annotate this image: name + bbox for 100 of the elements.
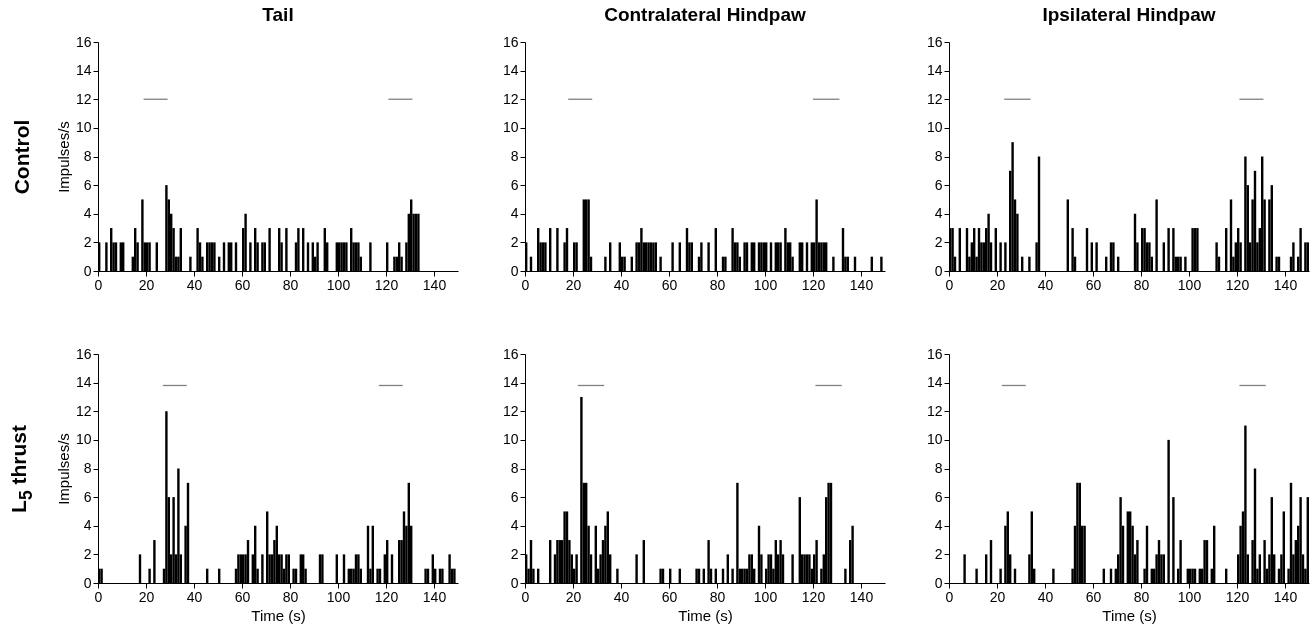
x-tick-label: 40 [186,276,203,293]
text: Control [10,119,34,194]
y-tick-label: 16 [75,345,92,362]
y-tick-label: 4 [510,205,519,222]
x-tick-label: 80 [709,588,726,605]
y-tick-label: 12 [926,90,943,107]
y-tick-label: 8 [934,148,943,164]
y-tick-label: 16 [926,33,943,50]
x-tick-label: 40 [613,276,630,293]
x-tick-label: 60 [1085,588,1102,605]
x-tick-label: 0 [94,588,103,605]
y-tick-label: 6 [510,488,519,505]
x-tick-label: 20 [989,276,1006,293]
x-tick-label: 100 [1177,276,1202,293]
x-tick-label: 0 [94,276,103,293]
y-axis-title: Impulses/s [54,433,72,505]
y-tick-label: 6 [934,488,943,505]
x-tick-label: 140 [1273,588,1298,605]
y-tick-label: 14 [926,62,943,79]
x-tick-label: 140 [1273,276,1298,293]
y-tick-label: 6 [83,176,92,193]
y-tick-label: 10 [502,431,519,448]
x-tick-label: 0 [521,588,530,605]
x-tick-label: 120 [374,276,399,293]
x-tick-label: 80 [282,276,299,293]
y-tick-label: 10 [75,119,92,136]
x-tick-label: 120 [801,276,826,293]
x-tick-label: 0 [945,276,954,293]
y-tick-label: 16 [926,345,943,362]
x-tick-label: 80 [709,276,726,293]
x-tick-label: 140 [849,588,874,605]
y-axis-title: Impulses/s [54,121,72,193]
y-tick-label: 2 [83,545,92,562]
y-tick-label: 4 [934,205,943,222]
y-tick-label: 12 [502,402,519,419]
chart-title: Ipsilateral Hindpaw [1042,4,1216,25]
x-tick-label: 140 [849,276,874,293]
y-tick-label: 2 [934,233,943,250]
y-tick-label: 2 [934,545,943,562]
x-axis-title: Time (s) [678,606,733,624]
x-tick-label: 20 [138,588,155,605]
y-tick-label: 8 [510,460,519,476]
y-tick-label: 0 [510,262,519,279]
y-tick-label: 14 [502,62,519,79]
y-tick-label: 16 [502,33,519,50]
y-tick-label: 0 [83,574,92,591]
x-tick-label: 20 [565,276,582,293]
x-tick-label: 80 [1133,588,1150,605]
x-tick-label: 60 [234,588,251,605]
x-tick-label: 60 [1085,276,1102,293]
x-tick-label: 0 [945,588,954,605]
x-tick-label: 20 [138,276,155,293]
y-tick-label: 14 [926,374,943,391]
x-tick-label: 80 [282,588,299,605]
y-tick-label: 6 [934,176,943,193]
y-tick-label: 2 [510,233,519,250]
y-tick-label: 12 [75,90,92,107]
y-tick-label: 14 [502,374,519,391]
chart-title: Contralateral Hindpaw [604,4,807,25]
x-tick-label: 60 [234,276,251,293]
y-tick-label: 0 [934,262,943,279]
y-tick-label: 4 [83,517,92,534]
y-tick-label: 2 [83,233,92,250]
y-tick-label: 14 [75,62,92,79]
y-tick-label: 8 [510,148,519,164]
y-tick-label: 8 [83,148,92,164]
x-tick-label: 100 [753,276,778,293]
x-axis-title: Time (s) [1102,606,1157,624]
y-tick-label: 6 [83,488,92,505]
y-tick-label: 16 [75,33,92,50]
x-tick-label: 100 [753,588,778,605]
y-tick-label: 0 [934,574,943,591]
y-tick-label: 8 [83,460,92,476]
x-tick-label: 0 [521,276,530,293]
y-tick-label: 12 [502,90,519,107]
y-tick-label: 10 [926,431,943,448]
y-tick-label: 0 [510,574,519,591]
y-tick-label: 12 [75,402,92,419]
x-tick-label: 40 [1037,588,1054,605]
x-tick-label: 120 [1225,276,1250,293]
x-tick-label: 100 [326,588,351,605]
x-tick-label: 120 [374,588,399,605]
x-tick-label: 40 [1037,276,1054,293]
y-tick-label: 10 [926,119,943,136]
x-tick-label: 100 [1177,588,1202,605]
x-tick-label: 20 [565,588,582,605]
x-axis-title: Time (s) [251,606,306,624]
chart-title: Tail [262,4,294,25]
y-tick-label: 10 [502,119,519,136]
x-tick-label: 40 [613,588,630,605]
y-tick-label: 4 [934,517,943,534]
y-tick-label: 8 [934,460,943,476]
x-tick-label: 80 [1133,276,1150,293]
x-tick-label: 60 [661,588,678,605]
x-tick-label: 140 [422,588,447,605]
y-tick-label: 6 [510,176,519,193]
x-tick-label: 60 [661,276,678,293]
y-tick-label: 4 [510,517,519,534]
x-tick-label: 120 [801,588,826,605]
y-tick-label: 4 [83,205,92,222]
